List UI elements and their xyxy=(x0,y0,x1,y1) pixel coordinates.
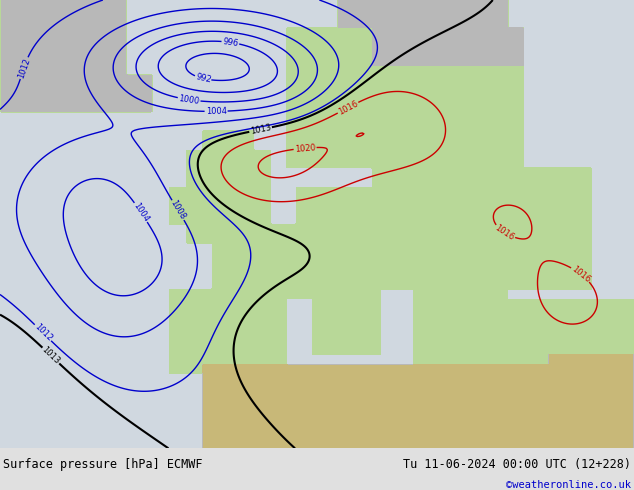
Text: 1004: 1004 xyxy=(131,201,150,223)
Text: ©weatheronline.co.uk: ©weatheronline.co.uk xyxy=(506,480,631,490)
Text: 1000: 1000 xyxy=(178,94,200,106)
Text: 1012: 1012 xyxy=(32,322,53,343)
Text: 1016: 1016 xyxy=(570,264,592,284)
Text: 1004: 1004 xyxy=(205,107,227,116)
Text: 1016: 1016 xyxy=(337,99,359,117)
Text: 1008: 1008 xyxy=(169,199,187,221)
Text: Tu 11-06-2024 00:00 UTC (12+228): Tu 11-06-2024 00:00 UTC (12+228) xyxy=(403,458,631,471)
Text: 1020: 1020 xyxy=(294,143,316,153)
Text: 992: 992 xyxy=(195,73,212,85)
Text: 1013: 1013 xyxy=(40,345,61,366)
Text: 996: 996 xyxy=(222,37,239,48)
Text: 1012: 1012 xyxy=(16,56,32,79)
Text: Surface pressure [hPa] ECMWF: Surface pressure [hPa] ECMWF xyxy=(3,458,203,471)
Text: 1013: 1013 xyxy=(249,123,272,136)
Text: 1016: 1016 xyxy=(493,223,516,242)
